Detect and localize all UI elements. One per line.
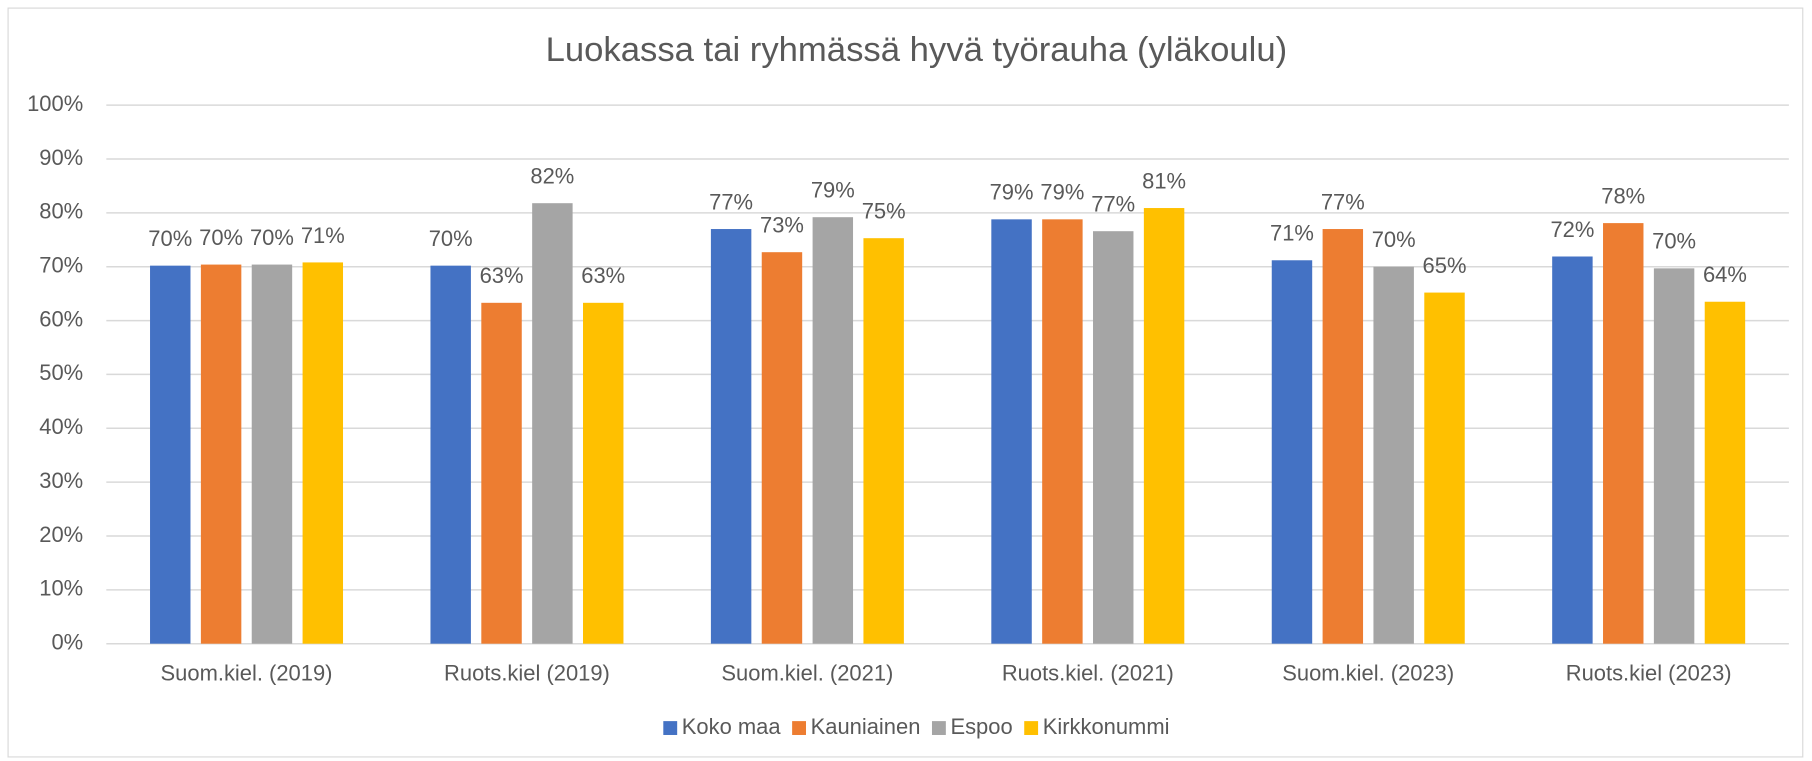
bar — [1322, 229, 1364, 644]
chart-title: Luokassa tai ryhmässä hyvä työrauha (ylä… — [546, 31, 1288, 69]
bar — [302, 262, 344, 644]
y-tick-label: 90% — [39, 145, 83, 170]
data-label: 63% — [581, 263, 625, 288]
data-label: 70% — [250, 225, 294, 250]
data-label: 70% — [1652, 229, 1696, 254]
bar — [761, 252, 803, 644]
legend-label: Kauniainen — [811, 714, 921, 739]
bar — [532, 203, 573, 644]
data-label: 79% — [990, 180, 1034, 205]
y-tick-label: 20% — [39, 522, 83, 547]
bar — [1603, 223, 1644, 644]
y-tick-label: 100% — [27, 91, 83, 116]
bar — [1093, 231, 1134, 644]
bar — [710, 229, 752, 644]
data-label: 70% — [199, 225, 243, 250]
y-tick-label: 0% — [51, 629, 83, 654]
x-tick-label: Suom.kiel. (2021) — [721, 661, 893, 686]
x-tick-label: Ruots.kiel (2023) — [1566, 661, 1732, 686]
legend-swatch — [792, 721, 806, 735]
data-label: 65% — [1423, 253, 1467, 278]
data-label: 77% — [1321, 189, 1365, 214]
data-label: 72% — [1550, 217, 1594, 242]
bar — [812, 217, 854, 644]
data-label: 70% — [429, 226, 473, 251]
data-label: 63% — [480, 263, 524, 288]
bar — [583, 302, 624, 644]
y-tick-label: 60% — [39, 306, 83, 331]
bar — [1552, 256, 1593, 644]
data-label: 82% — [530, 164, 574, 189]
data-label: 70% — [1372, 227, 1416, 252]
data-label: 64% — [1703, 262, 1747, 287]
bar — [1704, 301, 1746, 644]
legend-swatch — [1024, 721, 1039, 735]
x-tick-label: Suom.kiel. (2019) — [161, 661, 333, 686]
data-label: 71% — [1270, 221, 1314, 246]
bar — [1424, 292, 1465, 644]
data-label: 71% — [301, 223, 345, 248]
y-tick-label: 70% — [39, 253, 83, 278]
legend-label: Koko maa — [682, 714, 782, 739]
data-label: 77% — [709, 189, 753, 214]
legend-swatch — [663, 721, 678, 735]
y-tick-label: 40% — [39, 414, 83, 439]
bar — [430, 265, 471, 644]
y-tick-label: 50% — [39, 360, 83, 385]
data-label: 79% — [1040, 180, 1084, 205]
bar — [481, 302, 522, 644]
legend-label: Kirkkonummi — [1043, 714, 1170, 739]
y-tick-label: 30% — [39, 468, 83, 493]
bar — [1653, 268, 1695, 644]
data-label: 75% — [862, 199, 906, 224]
y-tick-label: 80% — [39, 199, 83, 224]
x-tick-label: Ruots.kiel. (2021) — [1002, 661, 1174, 686]
legend-label: Espoo — [950, 714, 1012, 739]
bar — [200, 264, 242, 644]
data-label: 78% — [1601, 183, 1645, 208]
bar — [1373, 266, 1414, 644]
bar — [1042, 219, 1083, 644]
data-label: 70% — [148, 226, 192, 251]
bar — [1143, 208, 1185, 644]
x-tick-label: Suom.kiel. (2023) — [1282, 661, 1454, 686]
data-label: 77% — [1091, 192, 1135, 217]
bar — [991, 219, 1032, 644]
x-tick-label: Ruots.kiel (2019) — [444, 661, 610, 686]
bar — [251, 264, 293, 644]
data-label: 79% — [811, 178, 855, 203]
data-label: 73% — [760, 213, 804, 238]
legend-swatch — [931, 721, 946, 735]
y-tick-label: 10% — [39, 576, 83, 601]
bar — [1271, 260, 1313, 644]
bar — [863, 238, 904, 644]
bar — [150, 265, 191, 644]
data-label: 81% — [1142, 168, 1186, 193]
